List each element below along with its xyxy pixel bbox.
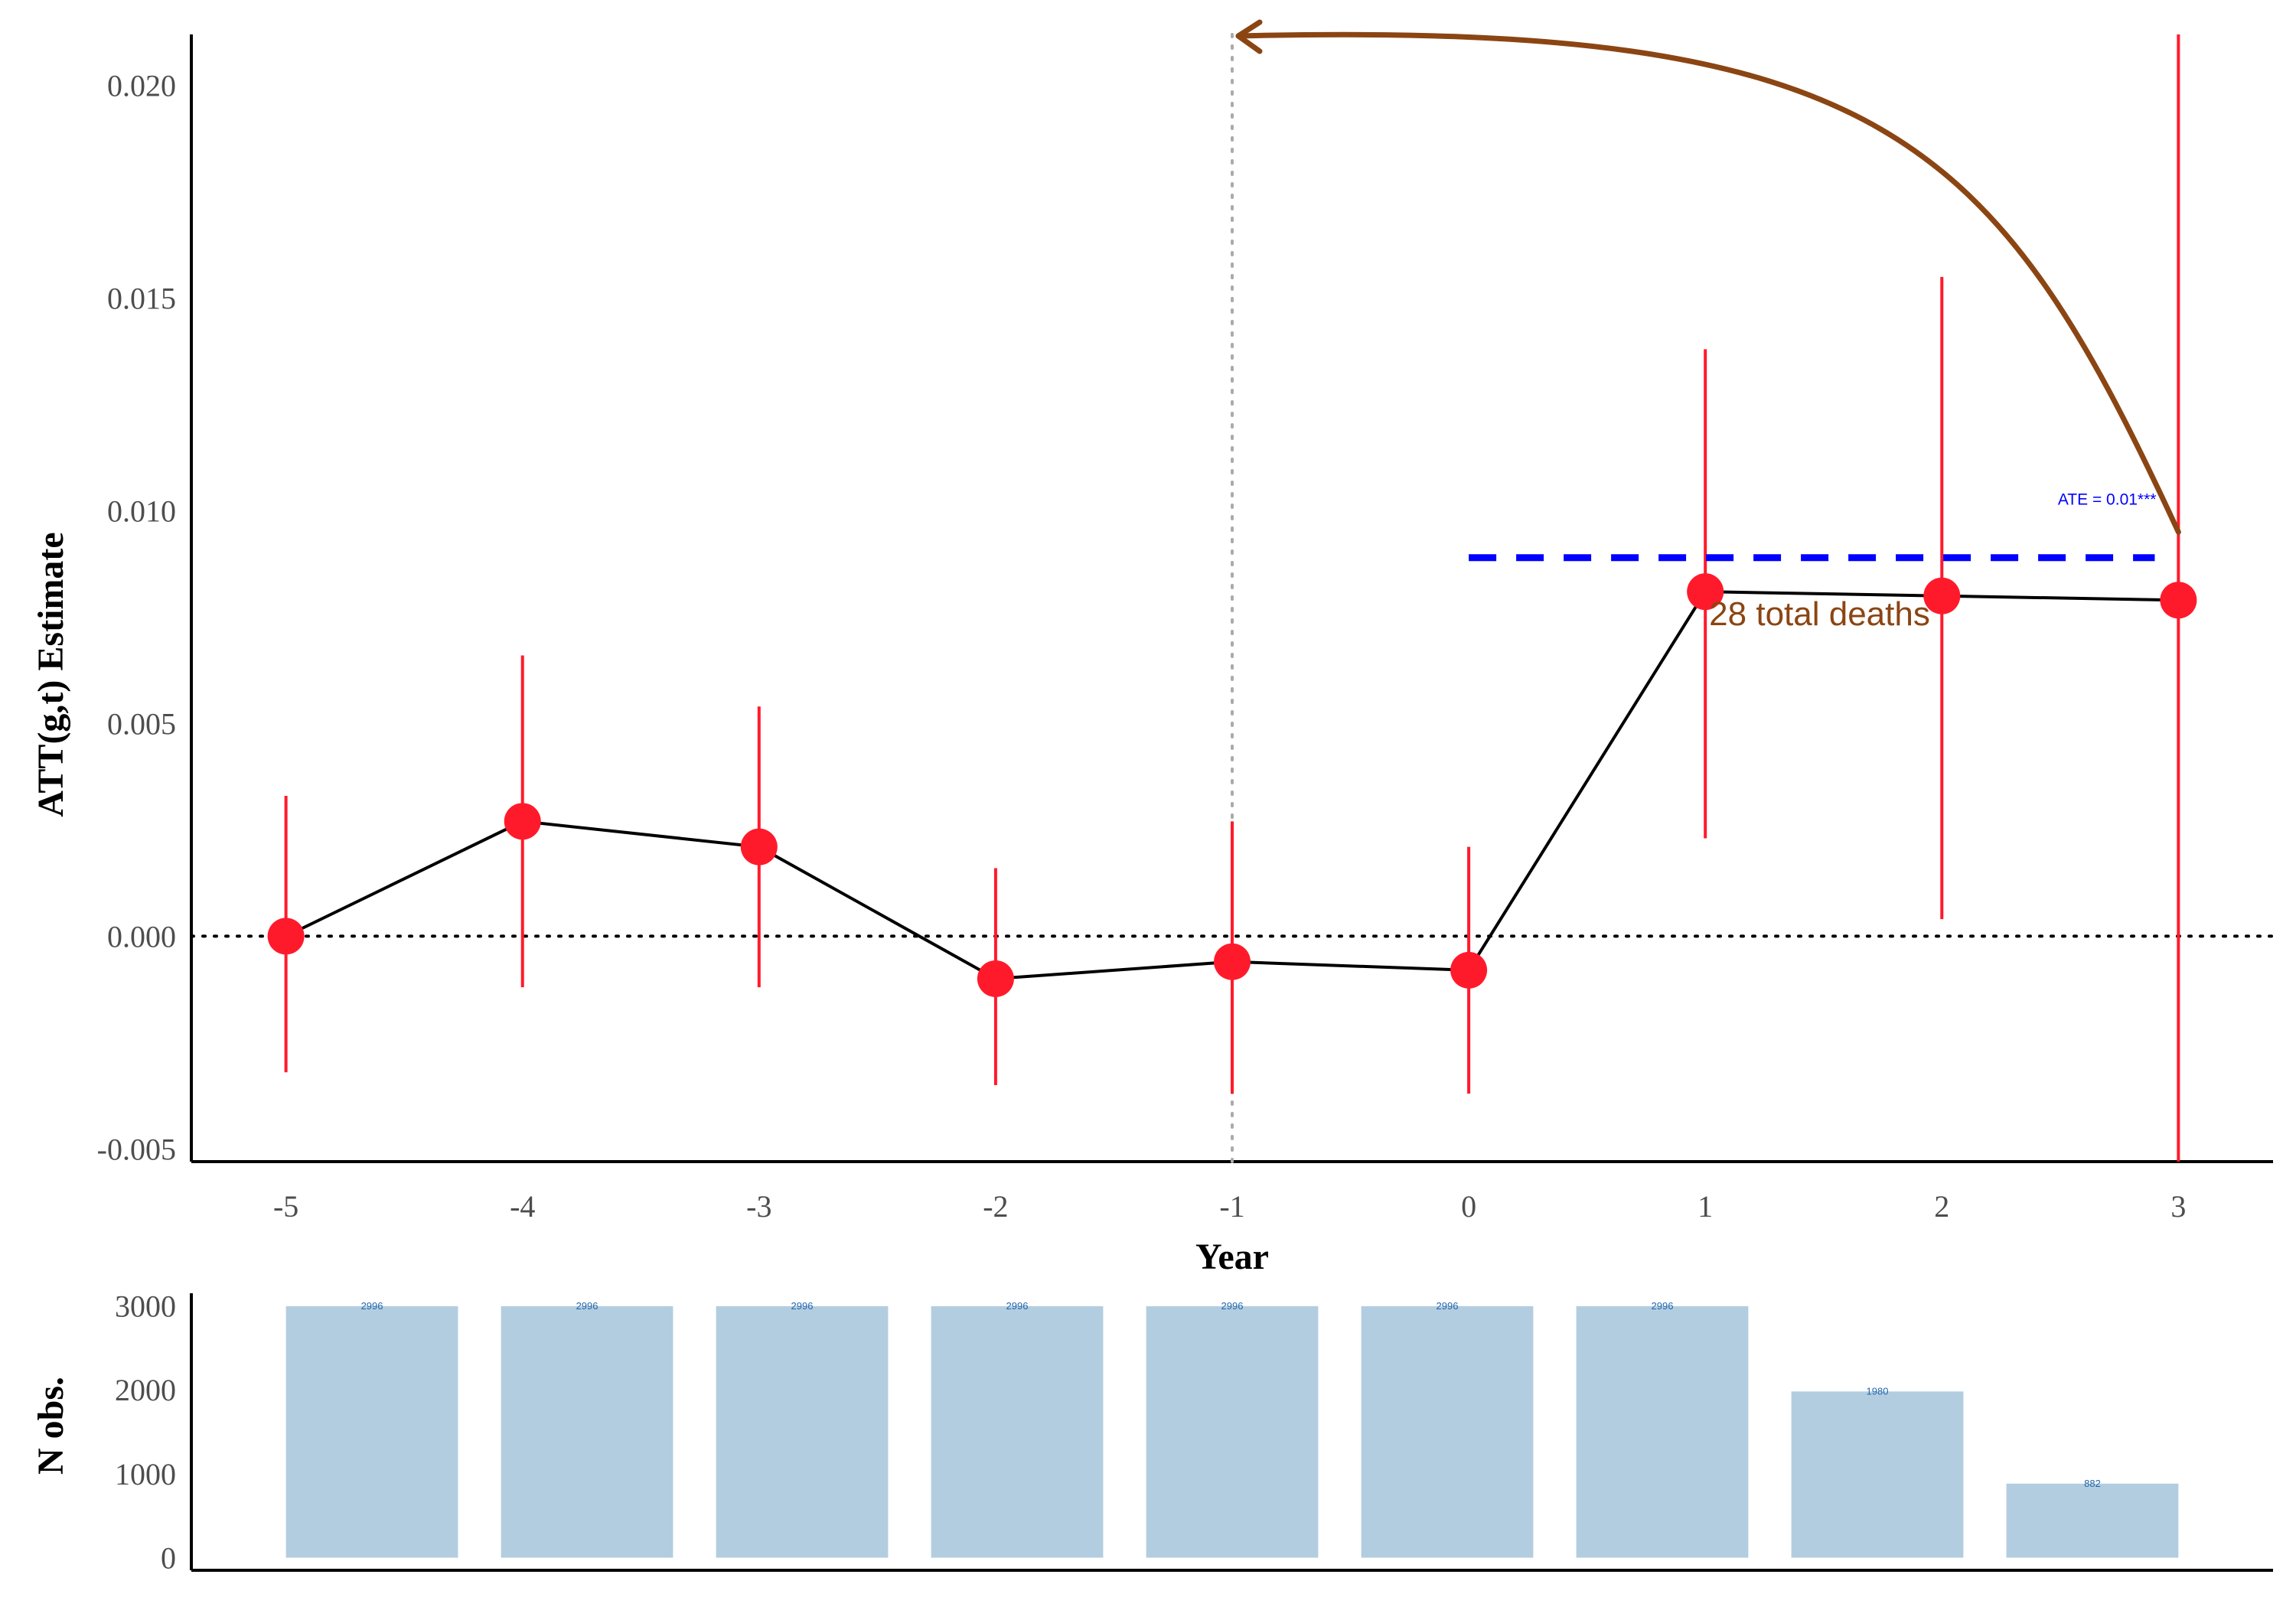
bar-value-label: 2996 [1006,1300,1029,1312]
y-tick-label: 0.020 [107,69,176,103]
y-tick-label: 0.010 [107,494,176,529]
bar-value-label: 2996 [791,1300,814,1312]
y-tick-label: 0.005 [107,706,176,741]
bar-y-tick-label: 2000 [115,1373,176,1407]
x-axis-title: Year [1195,1237,1269,1277]
x-tick-label: 1 [1698,1189,1713,1224]
data-point [1923,577,1961,614]
bar-value-label: 2996 [361,1300,383,1312]
bar [1361,1305,1534,1558]
bar-y-tick-label: 0 [161,1541,176,1576]
bar-y-axis-title: N obs. [31,1377,71,1475]
x-tick-label: 3 [2170,1189,2186,1224]
data-point [740,828,778,865]
x-tick-label: -4 [510,1189,535,1224]
data-point [2160,582,2197,619]
data-point [504,803,541,840]
bar-value-label: 2996 [1652,1300,1674,1312]
y-tick-label: 0.000 [107,919,176,953]
annotation-arrowhead [1235,19,1263,54]
bar-value-label: 2996 [1437,1300,1459,1312]
data-point [1214,943,1251,980]
bar-y-tick-label: 3000 [115,1289,176,1323]
y-axis-title: ATT(g,t) Estimate [31,532,71,817]
bar [1146,1305,1319,1558]
x-tick-label: -2 [983,1189,1008,1224]
data-point [1450,951,1488,989]
bar [716,1305,889,1558]
data-point [977,960,1014,997]
x-tick-label: -5 [273,1189,298,1224]
data-point [267,918,305,955]
bar-value-label: 1980 [1867,1385,1889,1397]
x-tick-label: 2 [1934,1189,1949,1224]
bar-value-label: 2996 [576,1300,598,1312]
bar [2006,1483,2179,1558]
bar [931,1305,1104,1558]
data-point [1687,573,1724,611]
bar [1576,1305,1749,1558]
y-tick-label: -0.005 [97,1132,176,1166]
x-tick-label: -1 [1219,1189,1244,1224]
x-tick-label: -3 [746,1189,771,1224]
bar [285,1305,458,1558]
bar-value-label: 882 [2084,1478,2101,1489]
att-estimate-panel: -0.005 0.000 0.005 0.010 0.015 0.020 -5 -4 -3 -2 -… [31,19,2275,1277]
y-tick-label: 0.015 [107,282,176,316]
x-tick-label: 0 [1461,1189,1476,1224]
ate-label: ATE = 0.01*** [2058,491,2157,509]
annotation-arrow [1235,31,2181,535]
n-obs-panel: 0 1000 2000 3000 N obs. 2996 2996 2996 2996 2996 2… [31,1289,2273,1576]
bar-y-tick-label: 1000 [115,1457,176,1491]
deaths-annotation: 28 total deaths [1709,595,1930,633]
bar-value-label: 2996 [1221,1300,1244,1312]
bar [501,1305,673,1558]
bar [1791,1391,1964,1558]
